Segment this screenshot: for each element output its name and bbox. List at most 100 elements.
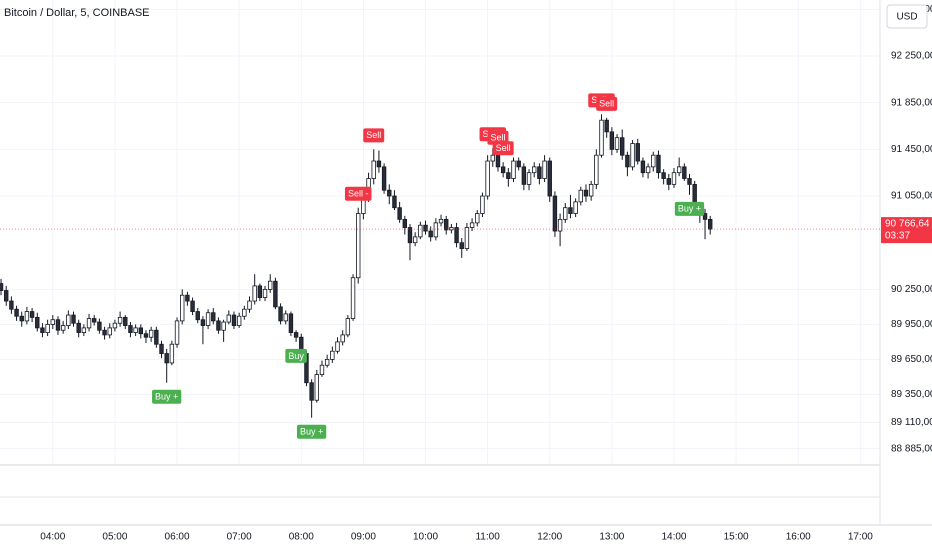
candle-body [433,222,439,238]
candle-body [645,166,651,174]
candle-body [242,308,247,317]
candle-body [174,320,180,345]
candle-body [55,319,61,331]
candle-body [356,213,361,279]
candle-body [324,358,330,366]
signal-badge [285,348,307,363]
candle-body [9,300,14,310]
candle-body [588,183,594,197]
last-price-label: 90 766,64 [885,219,930,230]
candle-body [169,343,175,364]
signal-badge [363,128,385,143]
candle-body [552,195,558,232]
candle-body [651,154,656,168]
buy-signal: Buy [285,348,307,363]
candle-body [418,224,423,238]
x-tick-label: 13:00 [599,532,624,543]
candle-body [687,178,692,185]
candle-body [376,160,382,168]
candle-body [14,308,19,317]
candle-body [86,318,92,329]
candle-body [45,323,50,333]
last-price-tag [881,217,932,244]
x-tick-label: 11:00 [475,532,500,543]
candle-body [532,166,537,174]
y-tick-label: 91 050,00 [891,191,932,202]
candle-body [293,332,299,338]
candle-body [273,280,278,308]
candle-body [112,322,118,329]
candle-body [200,319,206,326]
candle-body [630,143,635,168]
candle-body [262,288,268,298]
candle-body [537,166,542,179]
candle-body [216,320,221,331]
candle-body [35,316,40,329]
candle-body [195,311,200,321]
candle-body [594,154,599,185]
sell-signal: Sell [596,96,618,111]
x-tick-label: 10:00 [413,532,438,543]
candle-body [190,300,195,312]
candle-body [40,327,45,333]
y-tick-label: 92 250,00 [891,51,932,62]
signal-badge [296,424,327,439]
candle-body [511,160,516,179]
x-tick-label: 16:00 [786,532,811,543]
candle-body [268,280,273,290]
signal-badge [492,141,514,156]
candle-body [257,285,263,298]
y-tick-label: 88 885,00 [891,443,932,454]
candle-body [604,119,609,133]
signal-label: Buy + [678,204,701,214]
candle-body [159,343,164,354]
candle-body [350,277,356,319]
y-tick-label: 89 350,00 [891,389,932,400]
candle-body [371,160,376,179]
signal-badge [596,96,618,111]
candle-body [123,316,128,326]
signal-badge [344,186,372,201]
candle-body [185,294,190,302]
sell-signal: Sell [487,130,509,145]
candle-body [319,364,325,375]
candle-body [521,166,527,185]
candle-body [226,314,231,323]
candle-body [682,166,687,179]
candle-body [60,325,66,331]
buy-signal: Buy + [152,389,182,404]
candle-body [464,227,470,249]
candle-body [428,230,433,238]
candle-body [444,218,449,231]
y-tick-label: 91 450,00 [891,144,932,155]
candle-body [407,227,413,244]
sell-signal: Sell [492,141,514,156]
candle-body [402,218,407,228]
candle-body [29,311,35,318]
x-tick-label: 05:00 [102,532,127,543]
candle-body [24,311,30,322]
candle-body [340,334,345,343]
candle-body [490,154,495,162]
candle-body [495,154,501,168]
candle-body [625,154,630,168]
signal-badge [152,389,182,404]
x-tick-label: 14:00 [661,532,686,543]
signal-label: Sell [490,133,505,143]
currency-button[interactable] [886,4,928,29]
candle-body [516,160,521,168]
currency-label[interactable]: USD [896,12,917,23]
candle-body [547,160,552,197]
candle-body [500,166,506,174]
candle-body [469,222,475,228]
candle-body [330,350,335,360]
y-tick-label: 91 850,00 [891,97,932,108]
x-tick-label: 07:00 [227,532,252,543]
candle-body [599,119,604,156]
y-tick-label: 90 250,00 [891,284,932,295]
candle-body [309,382,314,401]
candle-body [148,329,154,338]
candle-body [542,160,547,179]
candle-body [164,353,169,364]
